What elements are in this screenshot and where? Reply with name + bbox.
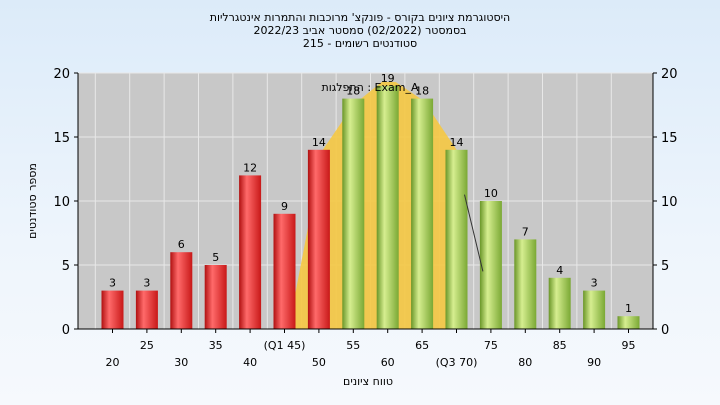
y-tick-label-left: 10 — [53, 195, 70, 210]
bar — [376, 85, 399, 329]
y-tick-label-left: 15 — [53, 131, 70, 146]
title-line-1: היסטוגרמת ציונים בקורס - פונקצ' מרוכבות … — [210, 11, 511, 24]
bar-value-label: 14 — [312, 136, 326, 149]
bar-value-label: 6 — [178, 238, 185, 251]
bar-value-label: 14 — [450, 136, 464, 149]
bar — [273, 213, 296, 329]
x-tick-label: 80 — [518, 356, 532, 369]
title-line-2: בסמסטר (02/2022) סמסטר אביב 2022/23 — [253, 24, 466, 37]
x-tick-label: 40 — [243, 356, 257, 369]
bar — [101, 290, 124, 329]
bar — [617, 316, 640, 329]
x-tick-label: 75 — [484, 339, 498, 352]
bar-value-label: 5 — [212, 251, 219, 264]
x-tick-label: 55 — [346, 339, 360, 352]
x-tick-label: 30 — [174, 356, 188, 369]
bar-value-label: 7 — [522, 225, 529, 238]
bar-value-label: 3 — [143, 277, 150, 290]
bar-value-labels: 3 3 6 5 12 9 14 18 19 18 14 10 7 4 3 1 — [109, 72, 632, 315]
y-axis-right-ticks: 0 5 10 15 20 — [653, 67, 678, 338]
x-tick-label: 35 — [209, 339, 223, 352]
bar — [170, 252, 193, 329]
bar — [307, 149, 330, 329]
title-line-3: סטודנטים רשומים - 215 — [303, 37, 417, 50]
x-tick-label: 25 — [140, 339, 154, 352]
bar-value-label: 1 — [625, 302, 632, 315]
bar — [411, 98, 434, 329]
bar-value-label: 19 — [381, 72, 395, 85]
bar-value-label: 4 — [556, 264, 563, 277]
bar-value-label: 9 — [281, 200, 288, 213]
bar — [479, 201, 502, 329]
x-tick-label: 85 — [553, 339, 567, 352]
bar — [135, 290, 158, 329]
x-tick-label: 65 — [415, 339, 429, 352]
trend-line — [464, 194, 484, 272]
y-axis-title: מספר סטודנטים — [26, 163, 39, 239]
y-tick-label-right: 5 — [661, 259, 669, 274]
x-tick-label: 90 — [587, 356, 601, 369]
y-tick-label-right: 20 — [661, 67, 678, 82]
bar-value-label: 10 — [484, 187, 498, 200]
bar-value-label: 12 — [243, 161, 257, 174]
y-tick-label-right: 10 — [661, 195, 678, 210]
bar — [548, 277, 571, 329]
bar — [342, 98, 365, 329]
y-axis-left-ticks: 0 5 10 15 20 — [53, 67, 78, 338]
bar-value-label: 18 — [346, 85, 360, 98]
bar — [445, 149, 468, 329]
bar-value-label: 3 — [109, 277, 116, 290]
bar — [583, 290, 606, 329]
x-tick-label: 50 — [312, 356, 326, 369]
bar — [514, 239, 537, 329]
y-tick-label-left: 20 — [53, 67, 70, 82]
x-tick-label: (Q3 70) — [436, 356, 478, 369]
x-axis-title: טווח ציונים — [343, 375, 393, 388]
bars — [101, 85, 640, 329]
x-tick-label: (Q1 45) — [264, 339, 306, 352]
chart-title: היסטוגרמת ציונים בקורס - פונקצ' מרוכבות … — [210, 11, 511, 50]
x-tick-label: 60 — [381, 356, 395, 369]
bar — [204, 265, 227, 329]
y-tick-label-right: 15 — [661, 131, 678, 146]
y-tick-label-left: 0 — [62, 323, 70, 338]
bar-value-label: 18 — [415, 85, 429, 98]
y-tick-label-right: 0 — [661, 323, 669, 338]
y-tick-label-left: 5 — [62, 259, 70, 274]
x-axis-tick-labels: 20 25 30 35 40 (Q1 45) 50 55 60 65 (Q3 70) 75 80 85 90… — [106, 329, 636, 369]
x-tick-label: 20 — [106, 356, 120, 369]
bar-value-label: 3 — [591, 277, 598, 290]
x-tick-label: 95 — [622, 339, 636, 352]
chart-annotation: התפלגות : Exam_A — [322, 81, 419, 94]
bar — [239, 175, 262, 329]
